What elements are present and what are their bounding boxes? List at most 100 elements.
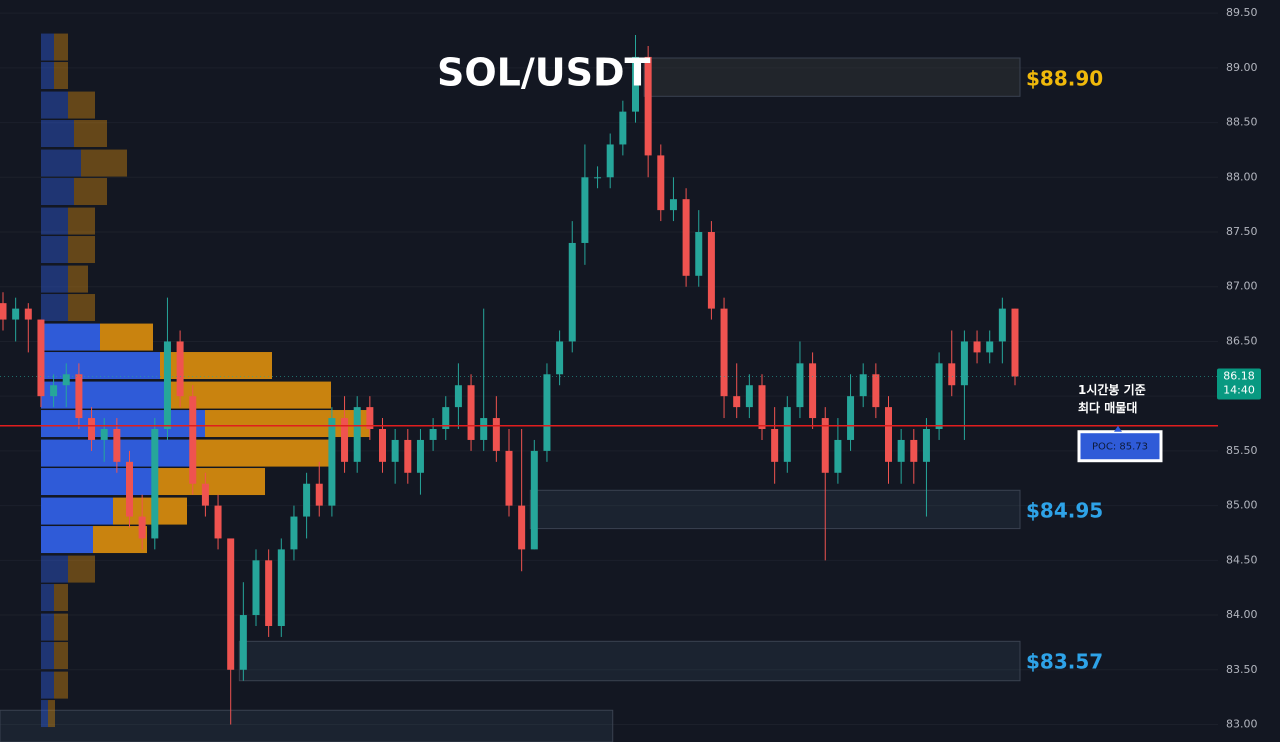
candle-body <box>201 483 209 506</box>
candle-body <box>1011 308 1019 377</box>
profile-sell <box>54 671 68 699</box>
candle-body <box>783 407 791 462</box>
candle-body <box>885 407 892 462</box>
profile-buy <box>41 294 68 322</box>
profile-buy <box>41 700 48 728</box>
y-tick-label: 86.50 <box>1226 334 1258 347</box>
candle-body <box>126 461 133 517</box>
candle-body <box>644 56 652 156</box>
candle-body <box>745 385 753 408</box>
profile-buy <box>41 613 54 641</box>
candle-body <box>391 439 399 462</box>
candle-body <box>960 341 968 386</box>
y-tick-label: 84.50 <box>1226 553 1258 566</box>
candle-body <box>163 341 171 430</box>
candle-body <box>973 341 981 353</box>
zones: $88.90 $84.95 $83.57 <box>0 57 1103 742</box>
candle-body <box>847 396 855 440</box>
y-tick-label: 87.50 <box>1226 225 1258 238</box>
profile-sell <box>74 120 107 148</box>
profile-sell <box>54 62 68 90</box>
profile-sell <box>68 91 95 119</box>
y-tick-label: 88.50 <box>1226 116 1258 129</box>
candle-body <box>594 177 602 179</box>
profile-buy <box>41 236 68 264</box>
profile-sell <box>81 149 127 177</box>
candle-body <box>429 429 437 440</box>
profile-buy <box>41 178 74 206</box>
zone-box <box>0 709 614 742</box>
poc-note: 최다 매물대 <box>1078 400 1137 415</box>
candle-body <box>758 385 766 430</box>
candle-body <box>227 538 235 670</box>
candle-body <box>809 363 817 419</box>
poc-box <box>1077 430 1163 463</box>
profile-buy <box>41 381 165 409</box>
profile-sell <box>54 33 68 61</box>
profile-buy <box>41 91 68 119</box>
candle-body <box>341 418 349 462</box>
profile-buy <box>41 62 54 90</box>
profile-buy <box>41 642 54 670</box>
profile-buy <box>41 526 93 554</box>
candle-body <box>910 439 918 462</box>
candle-body <box>0 303 7 320</box>
profile-buy <box>41 207 68 235</box>
candle-body <box>37 319 45 397</box>
candle-body <box>366 407 374 430</box>
zone-box <box>238 640 1021 682</box>
candle-body <box>24 308 32 320</box>
y-tick-label: 85.00 <box>1226 499 1258 512</box>
candle-body <box>442 407 450 430</box>
candle-body <box>543 374 551 451</box>
candle-body <box>277 549 285 626</box>
candle-body <box>998 308 1006 342</box>
profile-sell <box>68 294 95 322</box>
volume-profile <box>41 33 370 728</box>
candle-body <box>467 385 475 440</box>
candle-body <box>328 418 336 506</box>
last-price-tag <box>1217 368 1261 400</box>
candle-body <box>138 516 146 539</box>
profile-buy <box>41 410 205 438</box>
chart-title: SOL/USDT <box>437 51 651 95</box>
profile-sell <box>48 700 55 728</box>
candle-body <box>252 560 260 616</box>
profile-buy <box>41 497 113 525</box>
y-tick-label: 87.00 <box>1226 280 1258 293</box>
candle-body <box>771 429 779 462</box>
profile-sell <box>93 526 147 554</box>
profile-buy <box>41 120 74 148</box>
candle-body <box>404 439 412 473</box>
profile-buy <box>41 584 54 612</box>
candle-body <box>100 429 108 440</box>
poc-label: POC: 85.73 <box>1092 442 1148 453</box>
y-tick-label: 83.50 <box>1226 663 1258 676</box>
candle-body <box>669 199 677 211</box>
candle-body <box>695 232 703 276</box>
y-tick-label: 89.50 <box>1226 6 1258 19</box>
candle-body <box>290 516 298 550</box>
y-tick-label: 84.00 <box>1226 608 1258 621</box>
candle-body <box>632 56 639 112</box>
candle-body <box>518 505 526 550</box>
profile-sell <box>54 642 68 670</box>
candle-body <box>151 429 159 539</box>
candle-body <box>454 385 462 408</box>
candle-body <box>568 242 576 342</box>
candle-body <box>796 363 804 408</box>
profile-buy <box>41 265 68 293</box>
candle-body <box>986 341 994 353</box>
candle-body <box>834 439 842 473</box>
candle-body <box>733 396 741 408</box>
y-tick-label: 83.00 <box>1226 717 1258 730</box>
candle-body <box>872 374 880 408</box>
candle-body <box>948 363 956 386</box>
candle-body <box>303 483 311 517</box>
profile-buy <box>41 323 100 351</box>
candle-body <box>606 144 614 178</box>
candle-body <box>62 374 70 386</box>
candle-body <box>50 385 58 397</box>
